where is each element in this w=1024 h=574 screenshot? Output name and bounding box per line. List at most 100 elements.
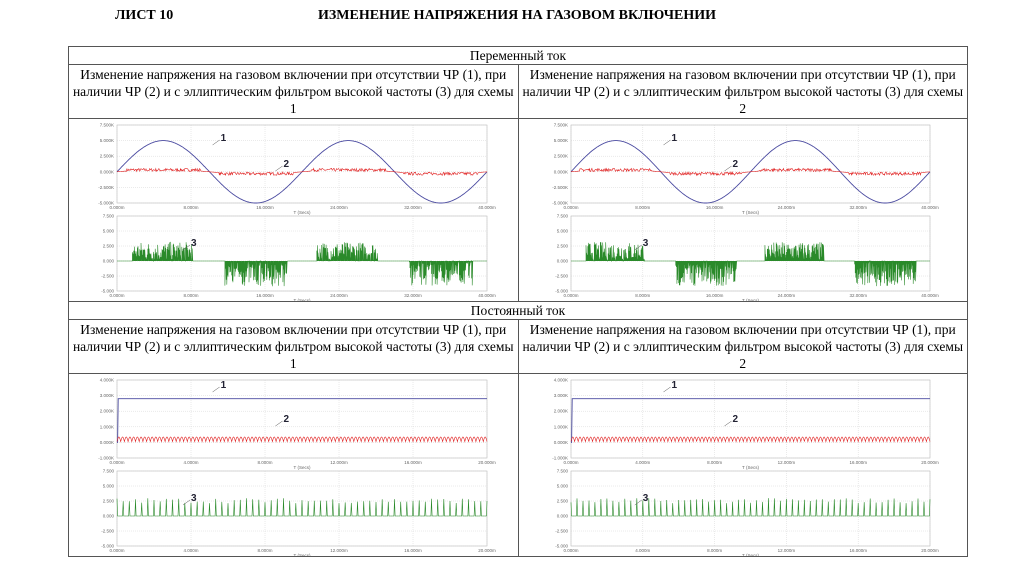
series-2-line — [116, 436, 488, 443]
x-tick-label: 4.000m — [183, 460, 198, 465]
label-leader — [212, 139, 220, 146]
x-tick-label: 8.000m — [257, 548, 272, 553]
curve-label-2: 2 — [732, 414, 738, 425]
y-tick-label: 5.000 — [556, 484, 568, 489]
y-tick-label: -1.000K — [552, 456, 568, 461]
x-axis-label: T (Secs) — [742, 553, 759, 556]
x-tick-label: 16.000m — [705, 205, 723, 210]
series-1-line — [570, 398, 930, 443]
x-tick-label: 16.000m — [256, 205, 274, 210]
y-tick-label: -1.000K — [98, 456, 114, 461]
x-tick-label: 0.000m — [563, 460, 578, 465]
x-axis-label: T (Secs) — [742, 298, 759, 301]
label-leader — [634, 499, 642, 506]
x-tick-label: 0.000m — [109, 548, 124, 553]
x-tick-label: 8.000m — [183, 293, 198, 298]
label-leader — [662, 386, 671, 393]
y-tick-label: -5.000K — [552, 201, 568, 206]
x-tick-label: 32.000m — [404, 293, 422, 298]
caption-dc-scheme-1: Изменение напряжения на газовом включени… — [68, 319, 519, 374]
y-tick-label: 7.500 — [556, 214, 568, 219]
curve-label-2: 2 — [284, 159, 290, 170]
x-tick-label: 4.000m — [635, 460, 650, 465]
x-tick-label: 0.000m — [563, 205, 578, 210]
y-tick-label: 2.000K — [553, 409, 567, 414]
plot-frame — [116, 124, 488, 204]
y-tick-label: -5.000 — [555, 289, 568, 294]
x-tick-label: 12.000m — [777, 548, 795, 553]
y-tick-label: 1.000K — [100, 424, 114, 429]
x-tick-label: 8.000m — [257, 460, 272, 465]
x-tick-label: 24.000m — [330, 205, 348, 210]
x-tick-label: 8.000m — [183, 205, 198, 210]
section-title-ac: Переменный ток — [68, 46, 968, 65]
y-tick-label: 2.000K — [100, 409, 114, 414]
plot-frame — [570, 379, 930, 459]
label-leader — [275, 420, 283, 427]
y-tick-label: 0.000 — [103, 259, 115, 264]
y-tick-label: -2.500 — [555, 274, 568, 279]
series-1-line — [117, 398, 487, 443]
oscillogram-dc-1: 4.000K3.000K2.000K1.000K0.000K-1.000K0.0… — [98, 378, 496, 557]
y-tick-label: 2.500 — [556, 499, 568, 504]
x-tick-label: 32.000m — [404, 205, 422, 210]
x-tick-label: 0.000m — [109, 205, 124, 210]
plot-frame — [116, 379, 488, 459]
curve-label-2: 2 — [732, 159, 738, 170]
x-tick-label: 32.000m — [849, 293, 867, 298]
y-tick-label: 3.000K — [553, 393, 567, 398]
label-leader — [662, 139, 671, 146]
y-tick-label: 0.000K — [553, 440, 567, 445]
y-tick-label: 0.000K — [553, 169, 567, 174]
y-tick-label: 2.500 — [103, 499, 115, 504]
x-tick-label: 40.000m — [478, 205, 496, 210]
plot-ac-scheme-1: 7.500K 5.000K 2.500K 0.000K -2.500K -5.000K 0.… — [68, 118, 519, 302]
x-tick-label: 16.000m — [404, 460, 422, 465]
y-tick-label: 5.000 — [556, 229, 568, 234]
caption-dc-scheme-2: Изменение напряжения на газовом включени… — [517, 319, 968, 374]
series-2-line — [570, 167, 930, 177]
plot-ac-scheme-2: 7.500K 5.000K 2.500K 0.000K -2.500K -5.000K 0.… — [517, 118, 968, 302]
x-tick-label: 40.000m — [478, 293, 496, 298]
x-tick-label: 12.000m — [330, 548, 348, 553]
y-tick-label: -5.000 — [101, 544, 114, 549]
x-tick-label: 40.000m — [921, 205, 939, 210]
label-leader — [634, 244, 642, 251]
y-tick-label: 5.000 — [103, 484, 115, 489]
x-tick-label: 12.000m — [777, 460, 795, 465]
x-tick-label: 24.000m — [777, 205, 795, 210]
label-leader — [212, 386, 220, 393]
y-tick-label: 0.000 — [103, 514, 115, 519]
x-tick-label: 20.000m — [921, 460, 939, 465]
y-tick-label: 0.000 — [556, 514, 568, 519]
x-tick-label: 0.000m — [563, 548, 578, 553]
y-tick-label: -5.000 — [101, 289, 114, 294]
section-title-dc: Постоянный ток — [68, 301, 968, 320]
y-tick-label: -5.000 — [555, 544, 568, 549]
label-leader — [723, 420, 732, 427]
y-tick-label: -5.000K — [98, 201, 114, 206]
series-3-line — [570, 498, 930, 517]
x-tick-label: 4.000m — [183, 548, 198, 553]
y-tick-label: -2.500 — [101, 274, 114, 279]
y-tick-label: 0.000 — [556, 259, 568, 264]
series-2-line — [116, 167, 488, 177]
x-axis-label: T (Secs) — [294, 465, 311, 470]
series-3-line — [116, 498, 488, 517]
y-tick-label: 2.500K — [553, 154, 567, 159]
x-tick-label: 16.000m — [705, 293, 723, 298]
y-tick-label: -2.500K — [98, 185, 114, 190]
y-tick-label: 7.500K — [553, 123, 567, 128]
curve-label-1: 1 — [221, 133, 227, 144]
plot-frame — [116, 215, 488, 292]
x-tick-label: 8.000m — [635, 293, 650, 298]
y-tick-label: 3.000K — [100, 393, 114, 398]
series-2-line — [570, 436, 930, 443]
x-tick-label: 16.000m — [256, 293, 274, 298]
label-leader — [182, 244, 191, 251]
y-tick-label: 0.000K — [100, 169, 114, 174]
x-axis-label: T (Secs) — [742, 465, 759, 470]
caption-ac-scheme-1: Изменение напряжения на газовом включени… — [68, 64, 519, 119]
x-tick-label: 20.000m — [921, 548, 939, 553]
curve-label-3: 3 — [191, 238, 197, 249]
